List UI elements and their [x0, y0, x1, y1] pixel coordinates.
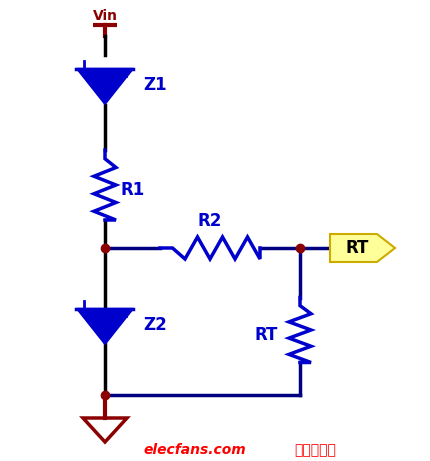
Text: Z2: Z2	[143, 316, 166, 334]
Polygon shape	[329, 234, 394, 262]
Text: R2: R2	[197, 212, 222, 230]
Text: Vin: Vin	[92, 9, 117, 23]
Text: 电子发烧友: 电子发烧友	[293, 443, 335, 457]
Text: Z1: Z1	[143, 76, 166, 94]
Polygon shape	[76, 308, 133, 344]
Text: elecfans.com: elecfans.com	[143, 443, 246, 457]
Text: RT: RT	[345, 239, 369, 257]
Text: R1: R1	[121, 181, 145, 199]
Text: RT: RT	[255, 326, 278, 344]
Polygon shape	[76, 69, 133, 105]
